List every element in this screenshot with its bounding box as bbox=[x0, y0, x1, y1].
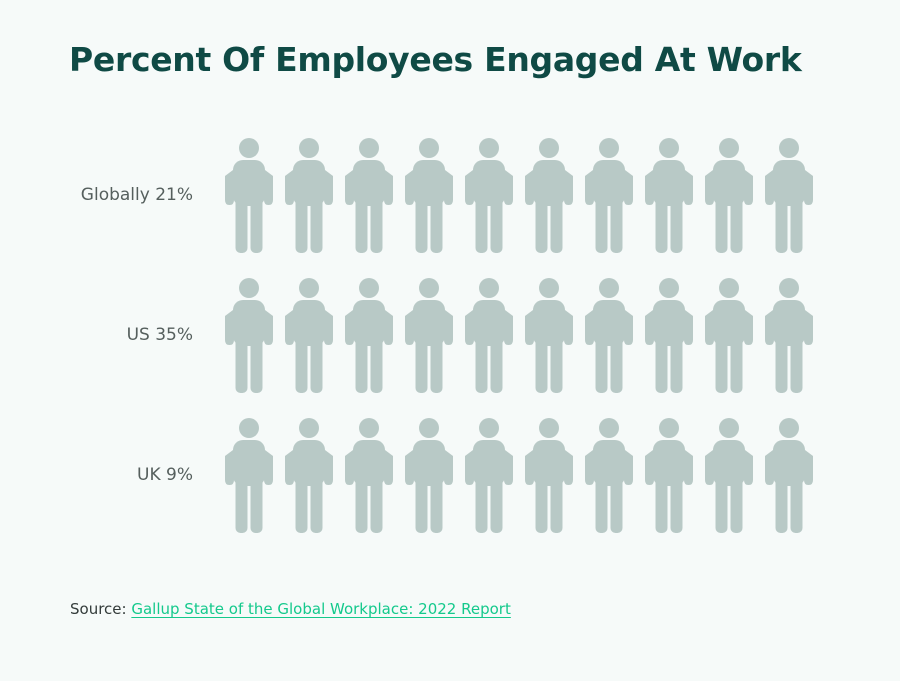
person-icon bbox=[645, 418, 693, 533]
source-note: Source: Gallup State of the Global Workp… bbox=[70, 600, 511, 618]
person-icon bbox=[345, 418, 393, 533]
person-icon bbox=[765, 278, 813, 393]
person-icon bbox=[285, 418, 333, 533]
person-icon bbox=[525, 278, 573, 393]
person-icon bbox=[645, 278, 693, 393]
person-icon bbox=[225, 138, 273, 253]
source-prefix: Source: bbox=[70, 600, 127, 618]
person-icon bbox=[225, 418, 273, 533]
pictogram-row: UK 9% bbox=[137, 418, 813, 533]
person-icon bbox=[705, 278, 753, 393]
row-label: US 35% bbox=[127, 325, 193, 345]
person-icon bbox=[525, 138, 573, 253]
person-icon bbox=[585, 418, 633, 533]
person-icon bbox=[285, 138, 333, 253]
pictogram-row: Globally 21% bbox=[81, 138, 813, 253]
person-icon bbox=[765, 418, 813, 533]
person-icon bbox=[345, 278, 393, 393]
person-icon bbox=[585, 278, 633, 393]
source-link[interactable]: Gallup State of the Global Workplace: 20… bbox=[131, 600, 511, 618]
person-icon bbox=[705, 138, 753, 253]
pictogram-row: US 35% bbox=[127, 278, 813, 393]
person-icon bbox=[585, 138, 633, 253]
person-icon bbox=[465, 278, 513, 393]
person-icon bbox=[765, 138, 813, 253]
person-icon bbox=[465, 418, 513, 533]
person-icon bbox=[285, 278, 333, 393]
person-icon bbox=[465, 138, 513, 253]
chart-title: Percent Of Employees Engaged At Work bbox=[69, 40, 802, 79]
person-icon bbox=[525, 418, 573, 533]
person-icon bbox=[405, 278, 453, 393]
person-icon bbox=[645, 138, 693, 253]
person-icon bbox=[225, 278, 273, 393]
person-icon bbox=[405, 138, 453, 253]
row-label: Globally 21% bbox=[81, 185, 193, 205]
row-label: UK 9% bbox=[137, 465, 193, 485]
person-icon bbox=[405, 418, 453, 533]
person-icon bbox=[345, 138, 393, 253]
person-icon bbox=[705, 418, 753, 533]
